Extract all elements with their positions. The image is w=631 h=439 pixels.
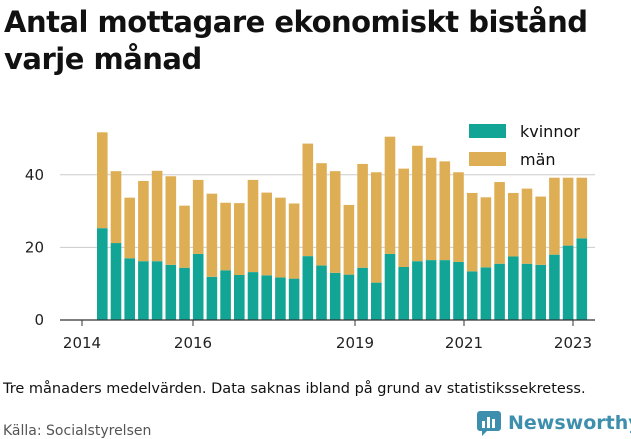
legend-swatch-kvinnor xyxy=(469,124,506,138)
bar-man xyxy=(165,176,177,265)
bar-man xyxy=(371,172,382,283)
source-credit: Källa: Socialstyrelsen xyxy=(3,423,152,439)
bar-man xyxy=(302,143,314,257)
bar-man xyxy=(439,161,451,261)
bar-man xyxy=(453,172,464,262)
bar-man xyxy=(398,168,409,268)
bar-man xyxy=(124,197,135,259)
bar-kvinnor xyxy=(165,264,177,320)
bar-man xyxy=(110,171,122,244)
chart-title: Antal mottagare ekonomiskt bistånd varje… xyxy=(4,5,588,76)
bar-kvinnor xyxy=(371,282,382,320)
bar-kvinnor xyxy=(576,238,588,320)
bar-man xyxy=(425,157,437,261)
bar-man xyxy=(466,192,478,272)
bar-man xyxy=(329,171,341,273)
bar-man xyxy=(179,205,190,268)
bar-kvinnor xyxy=(206,276,218,320)
bar-man xyxy=(508,192,519,257)
bar-kvinnor xyxy=(247,272,259,320)
bar-kvinnor xyxy=(343,274,355,320)
y-tick-label: 40 xyxy=(25,166,44,184)
x-tick-label: 2021 xyxy=(445,334,483,352)
bar-kvinnor xyxy=(234,274,245,320)
bar-kvinnor xyxy=(439,260,451,320)
bar-kvinnor xyxy=(521,263,533,320)
bar-kvinnor xyxy=(535,264,546,320)
bar-kvinnor xyxy=(329,272,341,320)
bar-man xyxy=(562,177,574,246)
x-tick-label: 2023 xyxy=(554,334,592,352)
bar-man xyxy=(275,197,286,278)
bar-man xyxy=(480,197,492,268)
legend-label-man: män xyxy=(520,150,556,169)
bar-man xyxy=(549,177,560,255)
bar-man xyxy=(521,188,533,264)
bar-man xyxy=(247,179,259,273)
bar-man xyxy=(412,145,423,262)
bar-man xyxy=(151,170,163,262)
bar-chart-logo-icon xyxy=(477,411,501,436)
bar-kvinnor xyxy=(302,256,314,320)
bar-kvinnor xyxy=(151,261,163,320)
bar-kvinnor xyxy=(508,256,519,320)
brand-logo: Newsworthy xyxy=(476,408,631,438)
bar-kvinnor xyxy=(466,271,478,320)
bar-man xyxy=(384,136,396,254)
bar-kvinnor xyxy=(398,267,409,320)
bar-kvinnor xyxy=(110,243,122,320)
bar-man xyxy=(343,204,355,275)
legend: kvinnor män xyxy=(469,122,580,169)
bar-man xyxy=(535,196,546,265)
bar-kvinnor xyxy=(288,278,300,320)
bar-kvinnor xyxy=(192,253,204,320)
bar-man xyxy=(234,203,245,275)
bar-kvinnor xyxy=(275,277,286,320)
bar-kvinnor xyxy=(179,267,190,320)
bars xyxy=(97,132,588,320)
bar-kvinnor xyxy=(425,260,437,320)
bar-man xyxy=(357,163,368,268)
legend-label-kvinnor: kvinnor xyxy=(520,122,580,141)
gridlines xyxy=(60,174,595,248)
bar-kvinnor xyxy=(494,263,505,320)
y-tick-label: 0 xyxy=(34,311,44,329)
x-tick-label: 2014 xyxy=(63,334,101,352)
bar-kvinnor xyxy=(480,267,492,320)
bar-kvinnor xyxy=(138,261,149,320)
bar-man xyxy=(288,203,300,279)
brand-name: Newsworthy xyxy=(508,412,631,434)
bar-man xyxy=(138,180,149,262)
x-tick-label: 2019 xyxy=(336,334,374,352)
bar-man xyxy=(576,177,588,239)
bar-kvinnor xyxy=(562,245,574,320)
bar-man xyxy=(192,179,204,254)
legend-swatch-man xyxy=(469,152,506,166)
bar-kvinnor xyxy=(453,261,464,320)
axes: 0 20 40 2014 2016 2019 2021 2023 xyxy=(25,166,595,352)
bar-man xyxy=(316,163,327,266)
chart-note: Tre månaders medelvärden. Data saknas ib… xyxy=(3,381,586,397)
bar-man xyxy=(97,132,108,229)
x-tick-label: 2016 xyxy=(174,334,212,352)
bar-kvinnor xyxy=(97,228,108,320)
bar-man xyxy=(220,202,231,271)
y-tick-label: 20 xyxy=(25,238,44,256)
bar-kvinnor xyxy=(261,275,272,320)
bar-kvinnor xyxy=(316,265,327,320)
bar-man xyxy=(261,192,272,276)
bar-kvinnor xyxy=(124,258,135,320)
bar-kvinnor xyxy=(220,270,231,320)
bar-kvinnor xyxy=(412,261,423,320)
bar-kvinnor xyxy=(549,254,560,320)
bar-man xyxy=(206,193,218,277)
bar-kvinnor xyxy=(384,253,396,320)
bar-kvinnor xyxy=(357,267,368,320)
bar-man xyxy=(494,182,505,264)
